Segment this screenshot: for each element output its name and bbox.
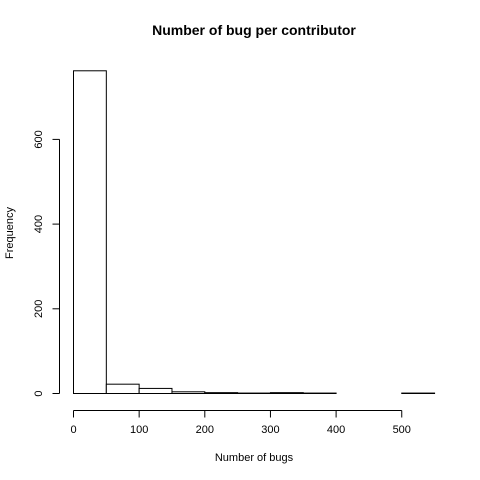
histogram-bar [73,70,107,394]
x-axis-label: Number of bugs [215,452,294,464]
histogram-bar [138,387,173,394]
x-axis: 0 100 200 300 400 500 [70,410,411,436]
histogram-bar [204,392,239,395]
histogram-bars [73,70,436,395]
chart-title: Number of bug per contributor [152,22,356,38]
histogram-bar [269,392,304,395]
x-tick-label: 0 [70,424,76,436]
x-tick-label: 400 [327,424,345,436]
y-tick-label: 0 [33,390,45,396]
y-axis: 0 200 400 600 [33,130,60,397]
histogram-bar [105,383,140,395]
y-axis-label: Frequency [4,207,16,259]
y-tick-label: 200 [33,300,45,318]
histogram-bar [171,391,206,394]
x-tick-label: 300 [261,424,279,436]
y-tick-label: 400 [33,215,45,233]
x-tick-label: 100 [130,424,148,436]
x-tick-label: 200 [196,424,214,436]
y-tick-label: 600 [33,130,45,148]
x-tick-label: 500 [393,424,411,436]
